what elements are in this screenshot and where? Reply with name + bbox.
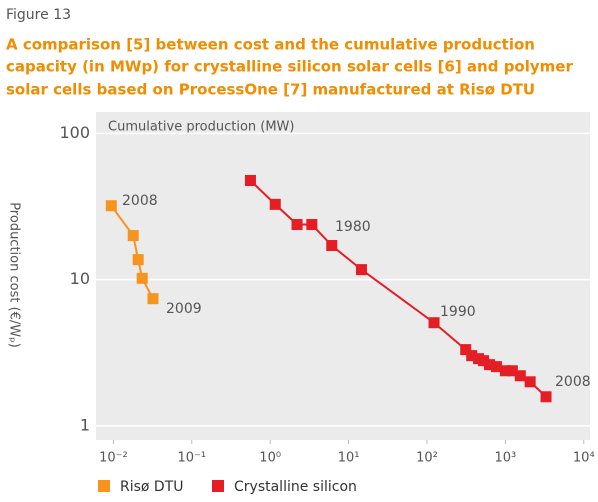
plot-area [96, 112, 590, 440]
chart-title: solar cells based on ProcessOne [7] manu… [6, 81, 535, 99]
marker [514, 370, 526, 382]
marker [428, 317, 440, 329]
marker [499, 365, 511, 377]
annotation: 1990 [440, 304, 476, 320]
legend-label: Crystalline silicon [234, 479, 357, 495]
marker [460, 344, 472, 356]
y-tick-label: 1 [80, 415, 90, 434]
marker [506, 365, 518, 377]
chart-title: A comparison [5] between cost and the cu… [6, 36, 535, 54]
marker [147, 293, 159, 305]
x-tick-label: 10¹ [338, 451, 360, 466]
annotation: 1980 [335, 219, 371, 235]
x-tick-label: 10³ [495, 451, 517, 466]
legend-swatch [98, 480, 110, 492]
marker [524, 376, 536, 388]
legend-label: Risø DTU [120, 479, 184, 495]
x-tick-label: 10⁻¹ [177, 451, 206, 466]
annotation: 2009 [166, 301, 202, 317]
x-axis-label: Cumulative production (MW) [108, 120, 294, 135]
marker [306, 219, 318, 231]
x-tick-label: 10² [416, 451, 438, 466]
y-tick-label: 100 [59, 123, 90, 142]
x-tick-label: 10⁰ [259, 451, 281, 466]
marker [490, 361, 502, 373]
x-tick-label: 10⁻² [99, 451, 128, 466]
marker [483, 359, 495, 371]
marker [355, 264, 367, 276]
y-axis-label: Production cost (€/Wₚ) [7, 202, 22, 348]
marker [136, 272, 148, 284]
marker [244, 175, 256, 187]
marker [291, 219, 303, 231]
annotation: 2008 [555, 374, 591, 390]
marker [127, 230, 139, 242]
marker [540, 391, 552, 403]
marker [326, 240, 338, 252]
marker [466, 350, 478, 362]
legend-swatch [212, 480, 224, 492]
marker [105, 200, 117, 212]
marker [478, 355, 490, 367]
x-tick-label: 10⁴ [573, 451, 595, 466]
figure-label: Figure 13 [6, 7, 71, 23]
chart-title: capacity (in MWp) for crystalline silico… [6, 58, 573, 76]
annotation: 2008 [122, 193, 158, 209]
y-tick-label: 10 [70, 269, 90, 288]
marker [269, 198, 281, 210]
marker [132, 254, 144, 266]
